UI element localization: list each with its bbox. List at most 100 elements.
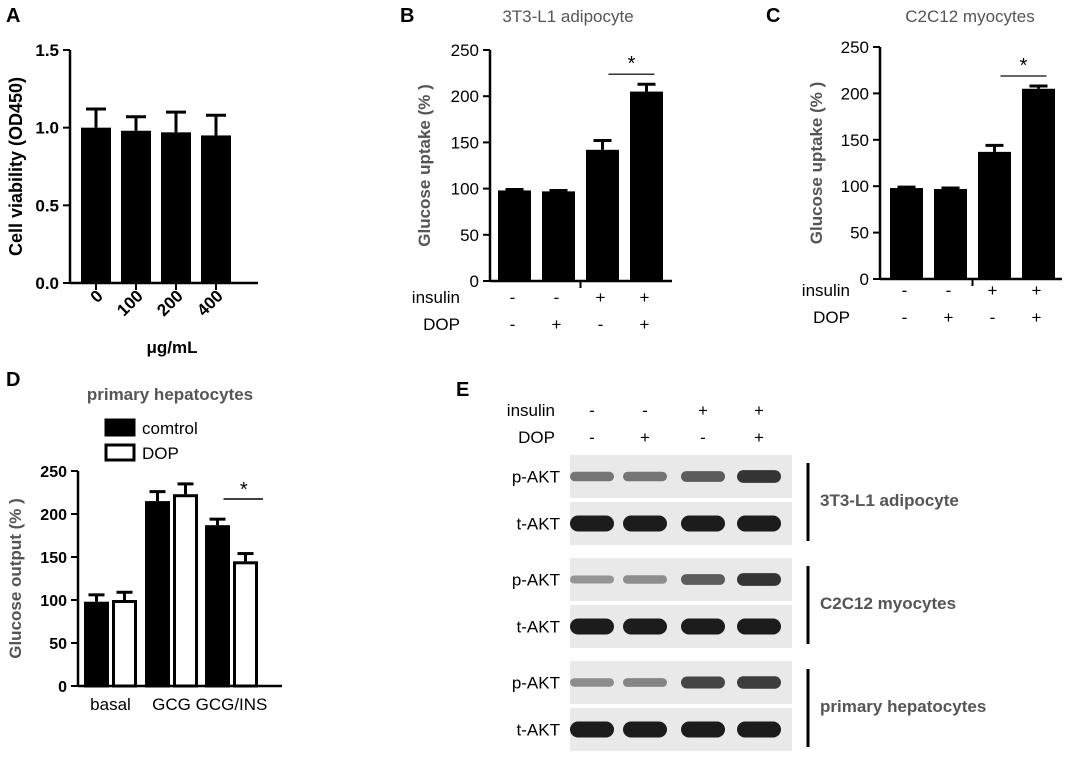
y-tick-label: 0 <box>470 272 479 291</box>
legend-swatch <box>104 443 136 462</box>
blot-band <box>737 618 781 635</box>
legend-label: comtrol <box>142 419 198 438</box>
condition-sign: - <box>990 308 996 327</box>
y-tick-label: 1.0 <box>35 119 59 138</box>
blot-band <box>681 515 725 532</box>
blot-group-label: 3T3-L1 adipocyte <box>820 491 959 510</box>
chart-glucose-output-hepatocytes: primary hepatocytes comtrol DOP 0 50 100 150 20… <box>6 385 282 714</box>
blot-band <box>737 676 781 689</box>
y-axis-label: Cell viability (OD450) <box>6 77 26 256</box>
y-tick-label: 150 <box>40 550 67 567</box>
western-blot-panel: insulin - - + + DOP - + - + p-AKT t-AKT 3T3-L1 adipo… <box>507 401 986 751</box>
significance-star: * <box>240 479 248 501</box>
chart-glucose-uptake-adipocyte: 3T3-L1 adipocyte 0 50 100 150 200 250 Glucose u… <box>412 7 672 334</box>
condition-sign: - <box>589 401 595 420</box>
bar <box>84 601 109 688</box>
x-tick-label: 100 <box>113 286 146 319</box>
blot-band <box>623 678 667 687</box>
x-tick-label: basal <box>90 695 131 714</box>
blot-band <box>737 470 781 483</box>
condition-sign: + <box>698 401 708 420</box>
blot-band <box>623 721 667 738</box>
condition-sign: + <box>1032 308 1042 327</box>
condition-label: insulin <box>802 281 850 300</box>
significance-star: * <box>628 53 636 75</box>
condition-sign: + <box>944 308 954 327</box>
bar <box>498 190 531 281</box>
blot-row-label: t-AKT <box>517 721 560 740</box>
blot-band <box>570 471 614 482</box>
y-tick-label: 100 <box>841 177 869 196</box>
y-tick-label: 50 <box>460 226 479 245</box>
condition-sign: + <box>640 315 650 334</box>
y-tick-label: 250 <box>40 464 67 481</box>
condition-sign: - <box>589 428 595 447</box>
bar <box>233 561 258 688</box>
condition-sign: - <box>510 288 516 307</box>
blot-group-label: C2C12 myocytes <box>820 594 956 613</box>
blot-band <box>737 721 781 738</box>
condition-sign: - <box>510 315 516 334</box>
blot-band <box>570 618 614 635</box>
blot-row-label: t-AKT <box>517 515 560 534</box>
condition-sign: - <box>598 315 604 334</box>
bar <box>890 188 923 279</box>
condition-sign: + <box>640 288 650 307</box>
blot-band <box>681 574 725 585</box>
bar <box>978 151 1011 279</box>
blot-row-label: p-AKT <box>512 674 560 693</box>
bar <box>112 600 137 688</box>
y-tick-label: 250 <box>841 38 869 57</box>
blot-row-label: p-AKT <box>512 571 560 590</box>
panel-letter-e: E <box>456 379 469 401</box>
chart-title: primary hepatocytes <box>87 385 253 404</box>
bar <box>161 132 191 283</box>
condition-sign: + <box>552 315 562 334</box>
y-tick-label: 0 <box>58 679 67 696</box>
condition-sign: - <box>902 308 908 327</box>
condition-sign: + <box>1032 281 1042 300</box>
y-tick-label: 100 <box>451 180 479 199</box>
x-tick-label: GCG/INS <box>196 695 268 714</box>
blot-band <box>570 515 614 532</box>
blot-band <box>623 471 667 482</box>
legend-label: DOP <box>142 444 179 463</box>
condition-sign: + <box>988 281 998 300</box>
condition-label: DOP <box>813 308 850 327</box>
condition-label: DOP <box>423 315 460 334</box>
chart-title: 3T3-L1 adipocyte <box>502 7 633 26</box>
condition-label: DOP <box>518 428 555 447</box>
bar <box>205 525 230 688</box>
chart-title: C2C12 myocytes <box>905 7 1034 26</box>
panel-letter-a: A <box>6 5 20 27</box>
blot-band <box>570 575 614 584</box>
bar <box>630 91 663 281</box>
condition-sign: + <box>596 288 606 307</box>
blot-band <box>681 618 725 635</box>
bar <box>201 135 231 283</box>
blot-band <box>570 721 614 738</box>
x-tick-label: 200 <box>153 286 186 319</box>
y-tick-label: 0 <box>860 270 869 289</box>
bar <box>145 501 170 688</box>
y-tick-label: 50 <box>850 224 869 243</box>
condition-sign: + <box>754 401 764 420</box>
blot-group-label: primary hepatocytes <box>820 697 986 716</box>
y-tick-label: 100 <box>40 593 67 610</box>
chart-glucose-uptake-myocytes: C2C12 myocytes 0 50 100 150 200 250 Glucose upt… <box>802 7 1062 327</box>
y-tick-label: 200 <box>40 507 67 524</box>
x-axis-label: μg/mL <box>146 338 197 357</box>
blot-row-label: p-AKT <box>512 468 560 487</box>
panel-letter-c: C <box>766 5 780 27</box>
blot-band <box>623 575 667 584</box>
y-tick-label: 150 <box>451 133 479 152</box>
condition-sign: - <box>554 288 560 307</box>
y-tick-label: 150 <box>841 131 869 150</box>
y-axis-label: Glucose uptake (% ) <box>415 84 434 246</box>
bar <box>173 494 198 688</box>
condition-sign: - <box>902 281 908 300</box>
legend-swatch <box>104 418 136 437</box>
condition-sign: - <box>700 428 706 447</box>
